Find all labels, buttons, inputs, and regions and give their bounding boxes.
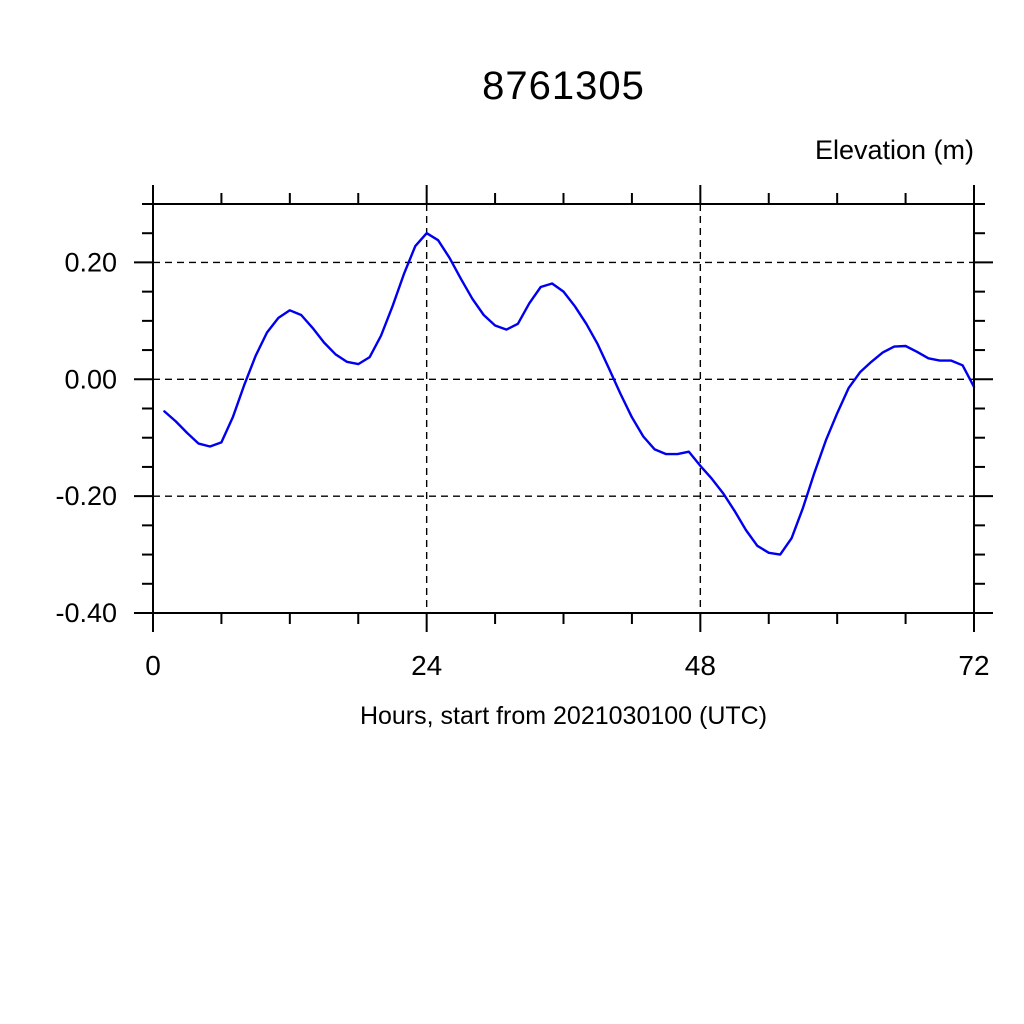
x-tick-label: 24: [411, 650, 442, 681]
x-axis-title: Hours, start from 2021030100 (UTC): [359, 702, 768, 730]
x-tick-label: 0: [145, 650, 161, 681]
y-tick-label: 0.20: [64, 247, 117, 277]
elevation-curve: [163, 232, 976, 556]
plot-frame: [152, 203, 975, 614]
chart-title: 8761305: [482, 64, 645, 108]
y-axis-title: Elevation (m): [814, 135, 974, 165]
y-tick-label: 0.00: [64, 364, 117, 394]
x-tick-label: 72: [958, 650, 989, 681]
y-tick-label: -0.40: [55, 598, 117, 628]
x-tick-label: 48: [685, 650, 716, 681]
y-tick-label: -0.20: [55, 481, 117, 511]
